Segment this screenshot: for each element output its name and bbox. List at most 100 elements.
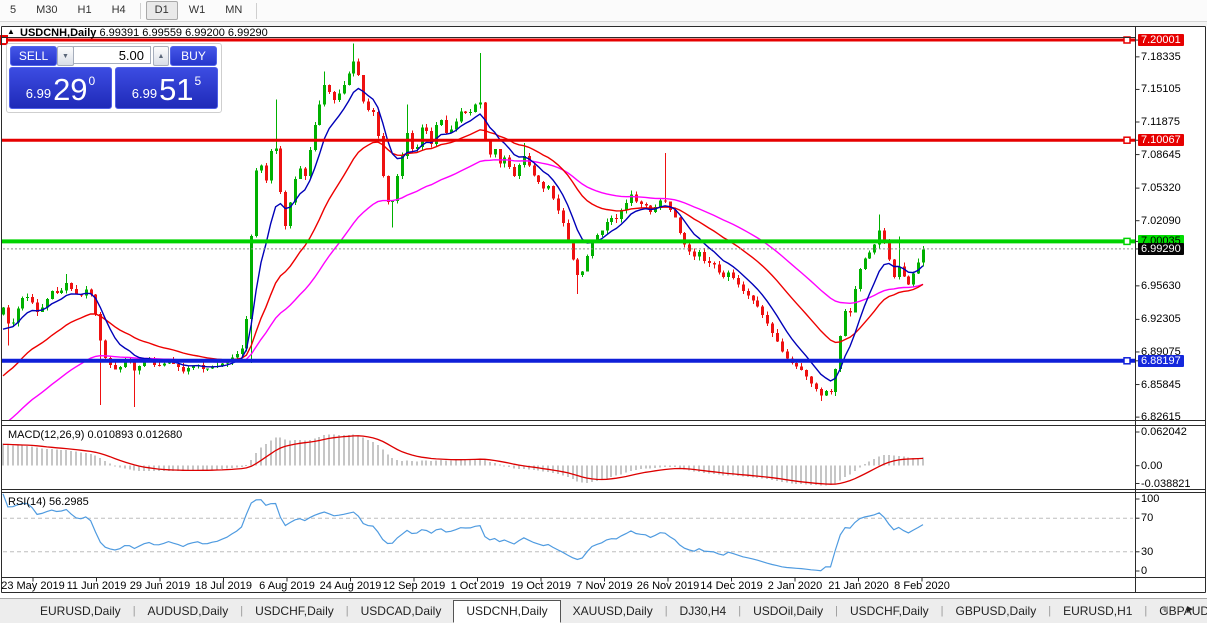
chart-tab-bar: EURUSD,Daily | AUDUSD,Daily | USDCHF,Daily | U…	[0, 598, 1207, 623]
date-tick-12-sep-2019: 12 Sep 2019	[382, 580, 446, 592]
buy-button[interactable]: BUY	[170, 46, 217, 66]
tab-usdchf-daily[interactable]: USDCHF,Daily	[255, 603, 334, 618]
rsi-tick-70: 70	[1141, 512, 1154, 525]
volume-decrease-button[interactable]: ▼	[57, 46, 74, 66]
hline-handle-icon[interactable]	[1123, 136, 1131, 144]
chart-ohlc-values: 6.99391 6.99559 6.99200 6.99290	[99, 27, 268, 39]
toolbar-separator	[256, 2, 258, 19]
timeframe-button-w1[interactable]: W1	[188, 4, 206, 16]
timeframe-toolbar: 5 M30 H1 H4 D1 W1 MN	[0, 0, 1207, 22]
ma-8-line	[2, 87, 924, 382]
tab-gbpusd-daily[interactable]: GBPUSD,Daily	[955, 603, 1037, 618]
tab-separator: |	[1144, 605, 1148, 617]
date-tick-29-jun-2019: 29 Jun 2019	[129, 580, 191, 592]
volume-increase-button[interactable]: ▲	[153, 46, 169, 66]
price-tick-7-18335: 7.18335	[1141, 50, 1181, 63]
sell-price-button[interactable]: 6.99 29 0	[9, 67, 112, 109]
hline-handle-icon[interactable]	[0, 35, 8, 46]
price-chart-canvas[interactable]	[0, 0, 1207, 596]
chart-title: USDCNH,Daily 6.99391 6.99559 6.99200 6.9…	[20, 27, 268, 39]
hline-handle-icon[interactable]	[1123, 237, 1131, 246]
timeframe-button-h1[interactable]: H1	[77, 4, 92, 16]
timeframe-button-5[interactable]: 5	[10, 4, 17, 16]
tabs-scroll-left-icon[interactable]: ◄	[1160, 604, 1170, 615]
tab-separator: |	[738, 605, 742, 617]
date-tick-23-may-2019: 23 May 2019	[1, 580, 65, 592]
chevron-up-icon: ▲	[157, 53, 165, 60]
tab-separator: |	[664, 605, 668, 617]
tab-separator: |	[1048, 605, 1052, 617]
sell-price-big: 29	[53, 72, 88, 107]
macd-tick-0-038821: -0.038821	[1141, 477, 1191, 490]
price-tick-6-99290: 6.99290	[1138, 242, 1184, 255]
price-tick-6-85845: 6.85845	[1141, 378, 1181, 391]
collapse-chart-icon[interactable]: ▲	[7, 27, 15, 36]
tab-eurusd-h1[interactable]: EURUSD,H1	[1063, 603, 1133, 618]
chart-symbol-label: USDCNH,Daily	[20, 27, 97, 39]
tab-usdoil-daily[interactable]: USDOil,Daily	[753, 603, 824, 618]
date-tick-24-aug-2019: 24 Aug 2019	[319, 580, 382, 592]
hline-handle-icon[interactable]	[1123, 357, 1131, 365]
buy-price-button[interactable]: 6.99 51 5	[115, 67, 218, 109]
buy-price-big: 51	[159, 72, 194, 107]
tab-usdchf-daily[interactable]: USDCHF,Daily	[849, 603, 929, 618]
chevron-down-icon: ▼	[62, 53, 69, 60]
date-tick-2-jan-2020: 2 Jan 2020	[767, 580, 823, 592]
tab-audusd-daily[interactable]: AUDUSD,Daily	[147, 603, 229, 618]
rsi-tick-0: 0	[1141, 565, 1148, 577]
sell-button[interactable]: SELL	[10, 46, 57, 66]
toolbar-gap	[0, 22, 1207, 26]
macd-tick-0-00: 0.00	[1141, 459, 1163, 472]
price-tick-7-20001: 7.20001	[1138, 34, 1184, 47]
tab-dj30-h4[interactable]: DJ30,H4	[679, 603, 727, 618]
buy-price-prefix: 6.99	[131, 86, 158, 101]
tab-usdcad-daily[interactable]: USDCAD,Daily	[360, 603, 442, 618]
sell-price-prefix: 6.99	[25, 86, 52, 101]
rsi-indicator-label: RSI(14) 56.2985	[8, 496, 89, 508]
tab-separator: |	[240, 605, 244, 617]
volume-input[interactable]	[73, 46, 151, 64]
date-tick-26-nov-2019: 26 Nov 2019	[636, 580, 700, 592]
date-tick-21-jan-2020: 21 Jan 2020	[828, 580, 889, 592]
price-tick-6-95630: 6.95630	[1141, 279, 1181, 292]
timeframe-button-m30[interactable]: M30	[36, 4, 58, 16]
tab-xauusd-daily[interactable]: XAUUSD,Daily	[572, 603, 653, 618]
tab-separator: |	[940, 605, 944, 617]
timeframe-button-d1[interactable]: D1	[145, 1, 178, 20]
ma-48-line	[8, 159, 924, 420]
sell-price-pip: 0	[88, 74, 96, 88]
macd-indicator-label: MACD(12,26,9) 0.010893 0.012680	[8, 429, 183, 441]
macd-layer	[2, 434, 924, 486]
price-tick-7-02090: 7.02090	[1141, 214, 1181, 227]
date-tick-8-feb-2020: 8 Feb 2020	[894, 580, 950, 592]
price-tick-6-82615: 6.82615	[1141, 411, 1181, 424]
timeframe-button-mn[interactable]: MN	[225, 4, 243, 16]
price-tick-7-10067: 7.10067	[1138, 134, 1184, 147]
macd-signal-line	[3, 435, 924, 485]
timeframe-button-h4[interactable]: H4	[111, 4, 126, 16]
tabs-scroll-right-icon[interactable]: ►	[1185, 604, 1195, 615]
macd-tick-0-062042: 0.062042	[1141, 426, 1187, 438]
tab-gbpaud-h1[interactable]: GBPAUD,H1	[1159, 603, 1207, 618]
buy-price-pip: 5	[194, 74, 202, 88]
date-tick-6-aug-2019: 6 Aug 2019	[259, 580, 315, 592]
tab-usdcnh-daily[interactable]: USDCNH,Daily	[453, 599, 561, 623]
date-tick-18-jul-2019: 18 Jul 2019	[195, 580, 252, 592]
price-tick-6-92305: 6.92305	[1141, 313, 1181, 326]
price-tick-7-05320: 7.05320	[1141, 182, 1181, 195]
ma-24-line	[2, 129, 924, 377]
tab-eurusd-daily[interactable]: EURUSD,Daily	[40, 603, 121, 618]
price-tick-7-08645: 7.08645	[1141, 148, 1181, 161]
date-tick-11-jun-2019: 11 Jun 2019	[66, 580, 127, 592]
rsi-tick-100: 100	[1141, 493, 1160, 505]
date-tick-7-nov-2019: 7 Nov 2019	[576, 580, 633, 592]
price-tick-7-11875: 7.11875	[1141, 116, 1180, 128]
tab-separator: |	[132, 605, 136, 617]
date-tick-19-oct-2019: 19 Oct 2019	[511, 580, 571, 592]
toolbar-separator	[139, 2, 141, 19]
date-tick-14-dec-2019: 14 Dec 2019	[700, 580, 763, 592]
rsi-layer	[2, 493, 1133, 572]
date-tick-1-oct-2019: 1 Oct 2019	[450, 580, 505, 592]
rsi-tick-30: 30	[1141, 545, 1154, 558]
